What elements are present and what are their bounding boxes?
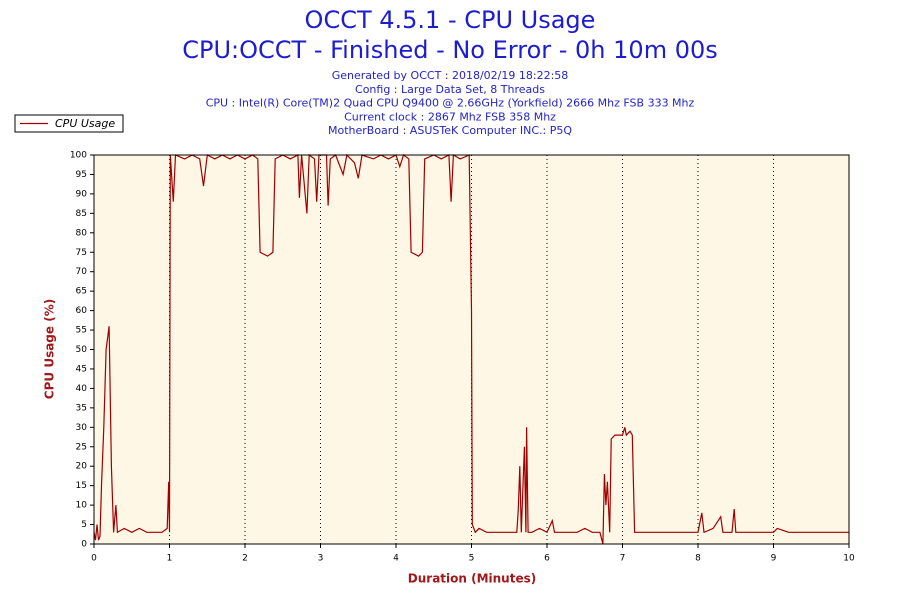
y-tick-label: 95 [76,170,87,180]
y-tick-label: 30 [76,423,88,433]
y-tick-label: 55 [76,326,87,336]
x-tick-label: 10 [843,554,855,564]
y-tick-label: 35 [76,403,87,413]
x-tick-label: 0 [91,554,97,564]
y-tick-label: 75 [76,248,87,258]
y-tick-label: 60 [76,306,88,316]
y-tick-label: 40 [76,384,88,394]
y-tick-label: 100 [70,151,87,161]
y-tick-label: 70 [76,267,88,277]
y-tick-label: 15 [76,481,87,491]
y-tick-label: 85 [76,209,87,219]
y-tick-label: 90 [76,189,88,199]
plot-frame [93,154,850,545]
info-line: CPU : Intel(R) Core(TM)2 Quad CPU Q9400 … [206,97,695,110]
legend-label: CPU Usage [55,117,115,130]
info-line: Config : Large Data Set, 8 Threads [355,83,545,96]
y-tick-label: 5 [81,520,87,530]
y-tick-label: 65 [76,287,87,297]
x-tick-label: 3 [318,554,324,564]
info-line: Current clock : 2867 Mhz FSB 358 Mhz [344,110,556,123]
chart-title: OCCT 4.5.1 - CPU Usage [305,6,596,34]
x-tick-label: 9 [771,554,777,564]
chart-subtitle: CPU:OCCT - Finished - No Error - 0h 10m … [182,36,718,64]
x-tick-label: 8 [695,554,701,564]
info-line: Generated by OCCT : 2018/02/19 18:22:58 [332,69,569,82]
x-tick-label: 6 [544,554,550,564]
y-tick-label: 25 [76,442,87,452]
y-tick-label: 20 [76,462,88,472]
legend [14,114,124,133]
y-tick-label: 50 [76,345,88,355]
data-line [93,153,849,545]
info-line: MotherBoard : ASUSTeK Computer INC.: P5Q [328,124,572,137]
x-tick-label: 4 [393,554,399,564]
y-tick-label: 10 [76,501,88,511]
y-tick-label: 80 [76,228,88,238]
x-tick-label: 5 [469,554,475,564]
y-tick-label: 0 [81,540,87,550]
x-tick-label: 7 [620,554,626,564]
x-axis-label: Duration (Minutes) [408,572,536,586]
x-tick-label: 1 [167,554,173,564]
y-axis-label: CPU Usage (%) [43,299,57,399]
y-tick-label: 45 [76,364,87,374]
x-tick-label: 2 [242,554,248,564]
